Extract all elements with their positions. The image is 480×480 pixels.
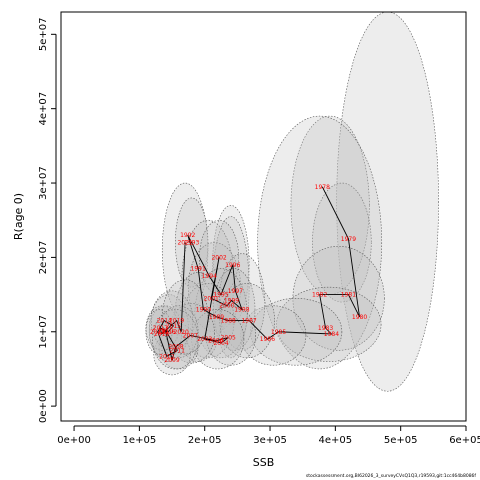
year-label: 1987 <box>241 318 256 325</box>
year-label: 1980 <box>352 314 367 321</box>
confidence-ellipse <box>250 298 343 366</box>
confidence-ellipse <box>257 115 383 370</box>
y-tick-label: 3e+07 <box>38 166 49 200</box>
y-tick-label: 4e+07 <box>38 92 49 126</box>
year-label: 1992 <box>180 232 195 239</box>
year-label: 1988 <box>221 318 236 325</box>
year-label: 1985 <box>271 329 286 336</box>
year-label: 2004 <box>213 340 228 347</box>
year-label: 2005 <box>221 335 236 342</box>
year-label: 1979 <box>341 236 356 243</box>
year-label: 1983 <box>318 325 333 332</box>
year-label: 2015 <box>166 323 181 330</box>
year-label: 2008 <box>168 344 183 351</box>
year-label: 2001 <box>204 295 219 302</box>
year-label: 2014 <box>157 318 172 325</box>
year-label: 1998 <box>234 306 249 313</box>
year-label: 1993 <box>184 240 199 247</box>
year-label: 2013 <box>150 329 165 336</box>
y-tick-label: 5e+07 <box>38 17 49 51</box>
confidence-ellipse <box>191 309 245 370</box>
year-label: 2002 <box>211 254 226 261</box>
confidence-ellipse <box>194 268 248 359</box>
year-label: 1982 <box>312 292 327 299</box>
year-label: 2006 <box>208 338 223 345</box>
x-tick-label: 3e+05 <box>253 435 287 446</box>
y-tick-label: 0e+00 <box>38 389 49 423</box>
year-label: 2012 <box>159 353 174 360</box>
confidence-ellipse <box>276 286 382 362</box>
year-label: 2009 <box>164 357 179 364</box>
footer-credit: stockassessment.org,BI62026_3_surveyCVsQ… <box>305 474 476 479</box>
year-label: 2007 <box>183 332 198 339</box>
y-tick-label: 1e+07 <box>38 315 49 349</box>
y-axis: 0e+00 1e+07 2e+07 3e+07 4e+07 5e+07 <box>38 17 57 423</box>
year-label: 1989 <box>209 314 224 321</box>
confidence-ellipse <box>312 182 372 303</box>
year-label: 2017 <box>153 325 168 332</box>
year-label: 1986 <box>260 336 275 343</box>
x-axis: 0e+00 1e+05 2e+05 3e+05 4e+05 5e+05 6e+05 <box>57 425 480 446</box>
confidence-ellipse <box>212 205 250 325</box>
y-tick-label: 2e+07 <box>38 241 49 275</box>
year-label: 1996 <box>225 262 240 269</box>
year-label: 1978 <box>315 184 330 191</box>
year-label: 2011 <box>170 347 185 354</box>
plot-frame <box>60 11 467 422</box>
year-label: 1999 <box>224 298 239 305</box>
y-axis-title: R(age 0) <box>12 193 25 240</box>
trajectory-line <box>157 186 360 361</box>
year-label: 2016 <box>160 329 175 336</box>
year-label: 1990 <box>196 306 211 313</box>
year-label: 1981 <box>341 292 356 299</box>
x-tick-label: 2e+05 <box>188 435 222 446</box>
confidence-ellipse <box>336 11 439 392</box>
x-tick-label: 0e+00 <box>57 435 91 446</box>
x-tick-label: 1e+05 <box>123 435 157 446</box>
x-axis-title: SSB <box>253 456 275 469</box>
year-label: 2018 <box>154 331 169 338</box>
year-label: 1991 <box>191 266 206 273</box>
year-label: 2021 <box>177 240 192 247</box>
year-label: 2010 <box>158 327 173 334</box>
x-tick-label: 4e+05 <box>319 435 353 446</box>
year-label: 2019 <box>169 318 184 325</box>
year-label: 1995 <box>213 292 228 299</box>
year-label: 2020 <box>174 329 189 336</box>
year-label: 1997 <box>228 288 243 295</box>
year-label: 1984 <box>324 331 339 338</box>
year-label: 2003 <box>197 336 212 343</box>
x-tick-label: 6e+05 <box>449 435 480 446</box>
year-label: 1994 <box>202 273 217 280</box>
year-label: 2000 <box>219 303 234 310</box>
confidence-ellipse <box>161 279 209 355</box>
year-labels: 1978197919801981198219831984198519861987… <box>150 184 367 364</box>
x-tick-label: 5e+05 <box>384 435 418 446</box>
